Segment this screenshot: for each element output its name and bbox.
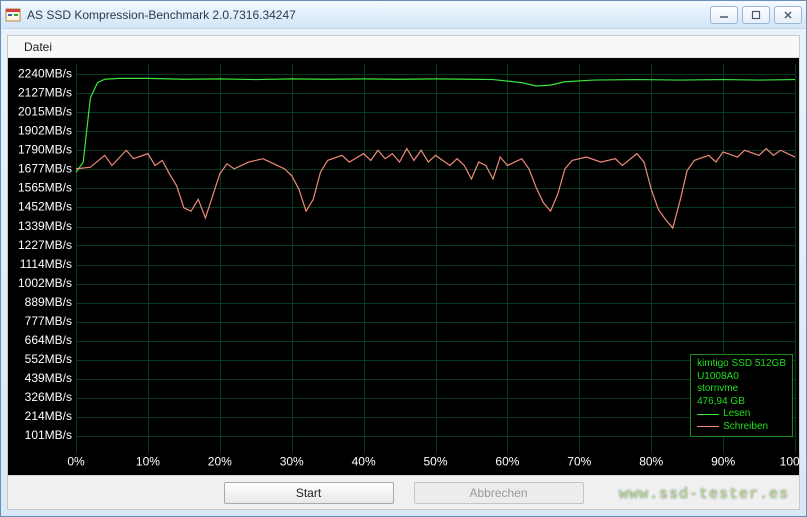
legend-box: kimtigo SSD 512GB U1008A0 stornvme 476,9… bbox=[690, 354, 793, 437]
legend-write-label: Schreiben bbox=[723, 421, 768, 434]
menu-datei[interactable]: Datei bbox=[18, 38, 58, 56]
legend-model: U1008A0 bbox=[697, 371, 786, 384]
minimize-button[interactable] bbox=[710, 6, 738, 24]
content-panel: Datei kimtigo SSD 512GB U1008A0 stornvme… bbox=[7, 35, 800, 510]
chart-area: kimtigo SSD 512GB U1008A0 stornvme 476,9… bbox=[8, 58, 799, 475]
start-button[interactable]: Start bbox=[224, 482, 394, 504]
legend-device: kimtigo SSD 512GB bbox=[697, 358, 786, 371]
window-title: AS SSD Kompression-Benchmark 2.0.7316.34… bbox=[27, 8, 710, 22]
legend-capacity: 476,94 GB bbox=[697, 396, 786, 409]
window-controls bbox=[710, 6, 802, 24]
button-row: Start Abbrechen bbox=[8, 475, 799, 509]
compression-chart bbox=[8, 58, 799, 475]
app-icon bbox=[5, 7, 21, 23]
legend-write: Schreiben bbox=[697, 421, 786, 434]
titlebar[interactable]: AS SSD Kompression-Benchmark 2.0.7316.34… bbox=[1, 1, 806, 29]
legend-read-label: Lesen bbox=[723, 408, 750, 421]
app-window: AS SSD Kompression-Benchmark 2.0.7316.34… bbox=[0, 0, 807, 517]
menubar: Datei bbox=[8, 36, 799, 58]
legend-read: Lesen bbox=[697, 408, 786, 421]
maximize-button[interactable] bbox=[742, 6, 770, 24]
abort-button: Abbrechen bbox=[414, 482, 584, 504]
legend-read-swatch bbox=[697, 414, 719, 415]
legend-write-swatch bbox=[697, 426, 719, 427]
close-button[interactable] bbox=[774, 6, 802, 24]
legend-driver: stornvme bbox=[697, 383, 786, 396]
